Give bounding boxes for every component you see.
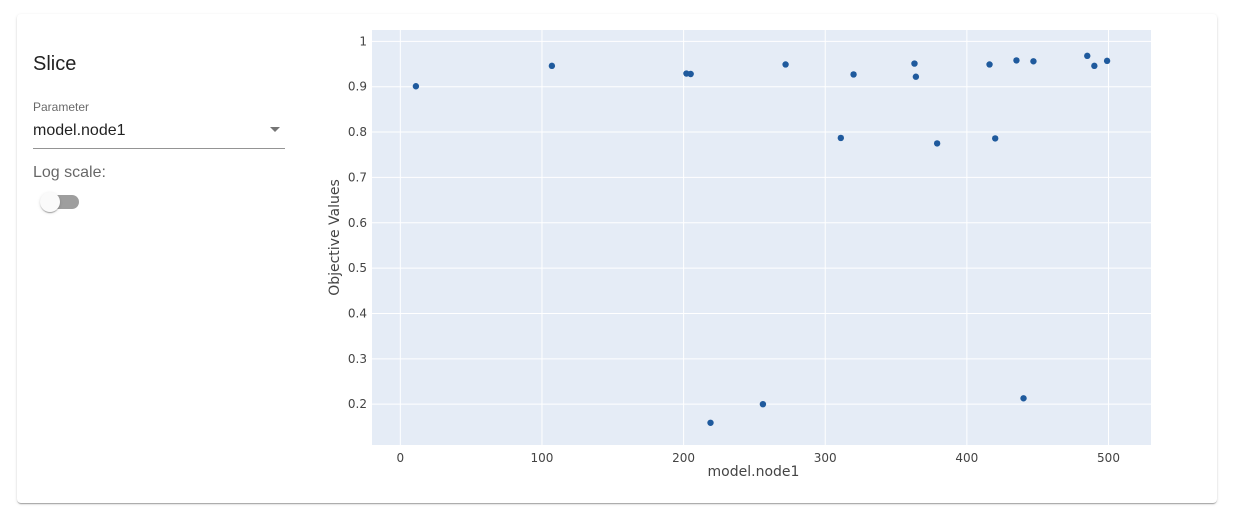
y-tick-label: 0.8: [348, 125, 367, 139]
data-point[interactable]: [1030, 58, 1037, 65]
data-point[interactable]: [911, 60, 918, 67]
y-tick-label: 0.6: [348, 216, 367, 230]
data-point[interactable]: [687, 70, 694, 78]
x-tick-label: 400: [955, 451, 978, 465]
data-point[interactable]: [548, 62, 556, 70]
data-point[interactable]: [759, 400, 767, 408]
data-point[interactable]: [912, 73, 920, 80]
slice-controls-panel: Slice Parameter model.node1 Log scale:: [33, 14, 285, 503]
x-axis-title: model.node1: [708, 464, 800, 480]
data-point[interactable]: [412, 83, 420, 90]
log-scale-label: Log scale:: [33, 164, 106, 181]
data-point[interactable]: [992, 135, 999, 142]
parameter-select-value[interactable]: model.node1: [33, 122, 126, 139]
y-tick-label: 0.7: [348, 170, 367, 184]
x-tick-label: 0: [397, 451, 405, 465]
log-scale-toggle[interactable]: [39, 190, 79, 214]
x-tick-label: 200: [672, 451, 695, 465]
y-tick-label: 0.5: [348, 261, 367, 275]
parameter-select[interactable]: Parameter model.node1: [33, 100, 285, 150]
data-point[interactable]: [1103, 57, 1111, 65]
data-point[interactable]: [1013, 57, 1020, 64]
data-point[interactable]: [933, 140, 941, 147]
data-point[interactable]: [1091, 62, 1098, 70]
panel-title: Slice: [33, 53, 77, 75]
y-tick-label: 0.4: [348, 306, 367, 320]
data-point[interactable]: [1020, 395, 1027, 402]
y-tick-labels: 0.2 0.3 0.4 0.5 0.6 0.7 0.8 0.9 1: [348, 34, 367, 411]
data-point[interactable]: [782, 61, 789, 68]
data-point[interactable]: [707, 419, 714, 426]
data-point[interactable]: [1084, 52, 1091, 60]
y-tick-label: 1: [359, 34, 367, 48]
y-axis-title: Objective Values: [327, 179, 343, 296]
y-tick-label: 0.2: [348, 397, 367, 411]
toggle-thumb[interactable]: [40, 192, 60, 212]
x-gridlines: [399, 30, 1110, 445]
data-point[interactable]: [837, 134, 845, 142]
dropdown-arrow-icon[interactable]: [270, 127, 280, 132]
plot-area: [372, 30, 1151, 445]
x-tick-label: 100: [531, 451, 554, 465]
x-tick-labels: 0 100 200 300 400 500: [397, 451, 1120, 465]
y-tick-label: 0.3: [348, 352, 367, 366]
data-point[interactable]: [850, 71, 857, 78]
select-underline: [33, 148, 285, 149]
parameter-select-label: Parameter: [33, 100, 90, 114]
x-tick-label: 500: [1097, 451, 1120, 465]
x-tick-label: 300: [814, 451, 837, 465]
data-point[interactable]: [986, 61, 993, 68]
y-tick-label: 0.9: [348, 80, 367, 94]
scatter-points: [412, 52, 1111, 426]
